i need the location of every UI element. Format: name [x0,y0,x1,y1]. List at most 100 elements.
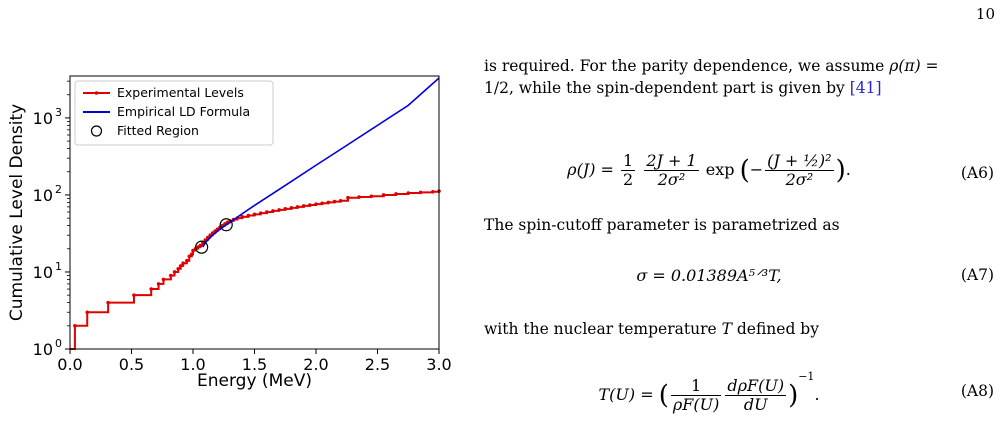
paragraph-temperature-text-b: defined by [731,320,819,338]
experimental-level-point [185,258,189,263]
equation-a7-number: (A7) [960,266,994,284]
equation-a8-body: T(U) = (1 ρF(U) dρF(U) dU)−1. [598,370,820,414]
experimental-level-point [346,195,350,200]
x-tick-label: 3.0 [426,355,451,374]
y-tick-exponent: 2 [55,183,62,196]
experimental-level-point [338,198,343,203]
experimental-level-point [301,204,306,208]
eq6-frac-num: 2J + 1 [644,151,699,171]
paragraph-temperature-text-a: with the nuclear temperature [484,320,722,338]
eq8-frac2-den: dU [743,395,768,414]
paragraph-parity-text-b: 1/2, while the spin-dependent part is gi… [484,79,850,97]
experimental-level-point [381,193,386,197]
experimental-level-point [178,264,183,268]
experimental-level-point [181,261,185,265]
level-density-chart: 0.0 0.5 1.0 1.5 2.0 2.5 3.0 10 0 10 1 10 2 10 3 Energy… [0,55,470,400]
page-number: 10 [975,5,995,23]
experimental-level-point [176,266,181,271]
experimental-level-point [431,189,435,194]
temperature-symbol: T [721,320,732,338]
x-tick-label: 1.5 [242,355,267,374]
eq8-frac1-den: ρF(U) [672,395,720,414]
experimental-level-point [149,287,153,291]
paragraph-parity: is required. For the parity dependence, … [484,55,939,99]
experimental-level-point [106,300,110,305]
experimental-level-point [326,200,331,205]
experimental-level-point [198,243,203,248]
eq6-exp-num: (J + ½)² [765,151,834,171]
experimental-level-point [295,205,300,209]
experimental-level-point [156,282,161,286]
eq6-half-den: 2 [623,170,634,189]
fitted-region-marker [195,240,209,254]
eq6-exp-frac: (J + ½)² 2σ² [765,151,834,189]
experimental-level-point [369,194,374,199]
experimental-level-point [187,254,192,259]
eq6-frac-den: 2σ² [657,170,686,189]
series-empirical-ld-formula [202,77,440,248]
experimental-level-point [314,202,318,206]
y-axis-label: Cumulative Level Density [7,104,27,321]
y-tick-exponent: 3 [55,106,62,119]
experimental-level-point [320,201,324,206]
legend-marker-fitted [90,125,103,137]
eq6-lhs: ρ(J) = [567,160,614,179]
eq8-frac2: dρF(U) dU [725,376,787,414]
experimental-level-point [85,310,90,315]
equation-a7-body: σ = 0.01389A⁵ᐟ³T, [636,266,782,285]
experimental-level-point [308,203,312,207]
experimental-level-point [161,277,166,282]
legend-marker-experimental [94,91,99,95]
eq8-power: −1 [798,370,815,383]
x-tick-label: 1.0 [180,355,205,374]
experimental-level-point [271,209,275,213]
legend-label-fitted: Fitted Region [117,123,199,138]
experimental-level-point [246,213,251,218]
x-tick-label: 2.5 [365,355,390,374]
x-tick-label: 2.0 [303,355,328,374]
equation-a7: σ = 0.01389A⁵ᐟ³T, (A7) [484,260,994,300]
x-tick-label: 0.0 [57,355,82,374]
eq6-half-num: 1 [621,151,636,171]
experimental-level-point [357,195,361,199]
y-tick-exponent: 0 [55,337,62,350]
eq8-frac1: 1 ρF(U) [670,377,722,414]
experimental-level-point [169,273,173,278]
y-tick-label: 10 [33,263,53,282]
experimental-level-point [189,252,194,257]
citation-link[interactable]: [41] [849,79,882,97]
legend-label-experimental: Experimental Levels [117,85,244,100]
y-tick-label: 10 [33,340,53,359]
fitted-region-marker [219,218,233,232]
experimental-level-point [277,208,281,212]
equation-a8: T(U) = (1 ρF(U) dρF(U) dU)−1. (A8) [484,370,994,414]
experimental-level-point [73,324,77,328]
eq8-frac2-num: dρF(U) [725,376,787,396]
y-tick-label: 10 [33,186,53,205]
experimental-level-point [240,215,244,219]
experimental-level-point [406,191,411,195]
x-axis-label: Energy (MeV) [197,371,312,391]
experimental-level-point [172,270,177,274]
equation-a6-number: (A6) [960,164,994,182]
paragraph-temperature: with the nuclear temperature T defined b… [484,318,819,340]
text-column: is required. For the parity dependence, … [484,0,1004,433]
y-tick-exponent: 1 [55,260,62,273]
eq8-lhs: T(U) = [598,385,654,404]
experimental-level-point [258,211,263,215]
experimental-level-point [283,207,288,211]
experimental-level-point [252,212,257,217]
experimental-level-point [289,206,294,210]
eq6-frac: 2J + 1 2σ² [644,151,699,189]
eq8-frac1-num: 1 [670,377,722,396]
x-tick-label: 0.5 [119,355,144,374]
experimental-level-point [418,190,423,195]
eq6-exp-den: 2σ² [785,170,814,189]
legend: Experimental Levels Empirical LD Formula… [74,80,274,146]
equation-a8-number: (A8) [960,382,994,400]
y-tick-label: 10 [33,109,53,128]
